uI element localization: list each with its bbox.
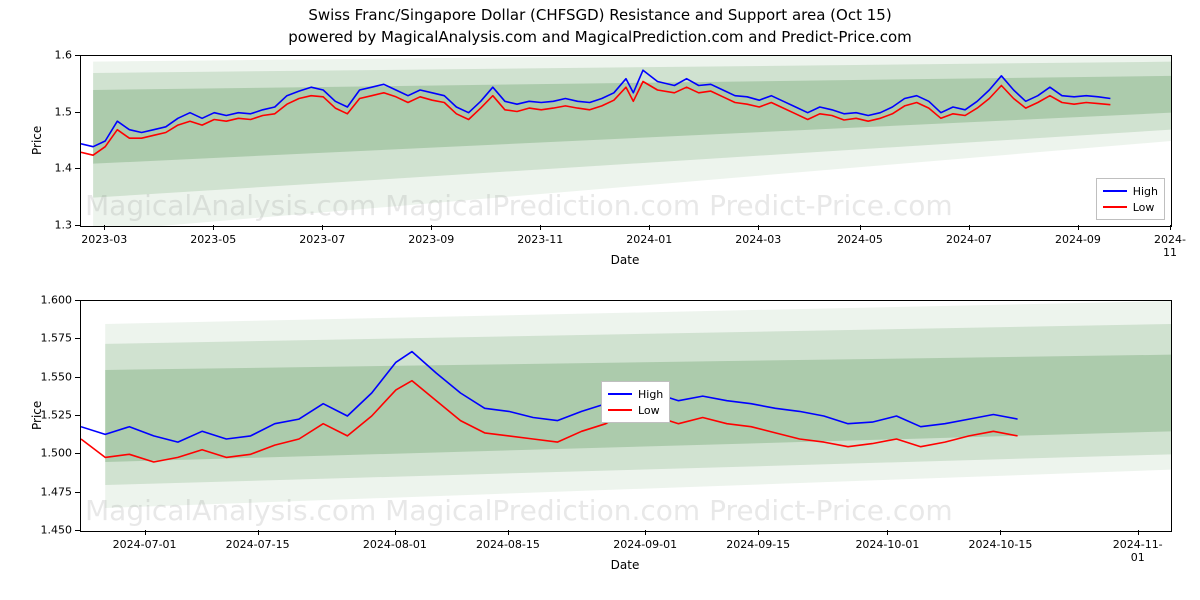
xtick [431, 225, 432, 230]
ytick [75, 338, 80, 339]
xtick-label: 2024-05 [837, 233, 883, 246]
legend-label-low: Low [1133, 201, 1155, 214]
xtick [758, 530, 759, 535]
ytick-label: 1.450 [32, 524, 72, 537]
xtick [1138, 530, 1139, 535]
legend-item-low: Low [608, 402, 663, 418]
legend-label-high: High [638, 388, 663, 401]
ytick [75, 530, 80, 531]
xtick-label: 2024-09-01 [613, 538, 677, 551]
xtick [758, 225, 759, 230]
xtick [645, 530, 646, 535]
ytick-label: 1.525 [32, 409, 72, 422]
chart-2-legend: High Low [601, 381, 670, 423]
xtick-label: 2024-10-01 [855, 538, 919, 551]
legend-swatch-low [1103, 206, 1127, 208]
xtick [649, 225, 650, 230]
xtick-label: 2024-09-15 [726, 538, 790, 551]
xtick-label: 2023-03 [81, 233, 127, 246]
xtick-label: 2024-10-15 [968, 538, 1032, 551]
ytick-label: 1.550 [32, 370, 72, 383]
legend-item-high: High [608, 386, 663, 402]
xtick-label: 2023-09 [408, 233, 454, 246]
legend-label-high: High [1133, 185, 1158, 198]
ytick-label: 1.3 [32, 219, 72, 232]
ytick-label: 1.5 [32, 105, 72, 118]
xtick [322, 225, 323, 230]
ytick-label: 1.500 [32, 447, 72, 460]
xtick [508, 530, 509, 535]
xtick [1000, 530, 1001, 535]
legend-swatch-high [608, 393, 632, 395]
chart-1-ylabel: Price [30, 126, 44, 155]
xtick [969, 225, 970, 230]
xtick-label: 2024-01 [626, 233, 672, 246]
chart-2-frame: MagicalAnalysis.com MagicalPrediction.co… [80, 300, 1172, 532]
xtick-label: 2024-03 [735, 233, 781, 246]
ytick [75, 112, 80, 113]
legend-swatch-high [1103, 190, 1127, 192]
legend-item-low: Low [1103, 199, 1158, 215]
chart-title-main: Swiss Franc/Singapore Dollar (CHFSGD) Re… [0, 6, 1200, 24]
ytick-label: 1.6 [32, 49, 72, 62]
xtick-label: 2023-07 [299, 233, 345, 246]
ytick [75, 377, 80, 378]
xtick [860, 225, 861, 230]
chart-1-xlabel: Date [80, 253, 1170, 267]
ytick-label: 1.475 [32, 485, 72, 498]
xtick [395, 530, 396, 535]
ytick-label: 1.600 [32, 294, 72, 307]
xtick-label: 2024-07-01 [113, 538, 177, 551]
xtick-label: 2024-11-01 [1107, 538, 1169, 564]
xtick-label: 2023-11 [517, 233, 563, 246]
xtick [104, 225, 105, 230]
chart-1-frame: MagicalAnalysis.com MagicalPrediction.co… [80, 55, 1172, 227]
xtick [1170, 225, 1171, 230]
xtick-label: 2024-07 [946, 233, 992, 246]
ytick [75, 168, 80, 169]
legend-item-high: High [1103, 183, 1158, 199]
ytick [75, 453, 80, 454]
xtick [213, 225, 214, 230]
xtick-label: 2024-08-15 [476, 538, 540, 551]
ytick [75, 415, 80, 416]
xtick-label: 2024-11 [1154, 233, 1186, 259]
xtick [1078, 225, 1079, 230]
xtick-label: 2024-08-01 [363, 538, 427, 551]
chart-1-legend: High Low [1096, 178, 1165, 220]
xtick-label: 2024-07-15 [226, 538, 290, 551]
xtick [145, 530, 146, 535]
chart-2-xlabel: Date [80, 558, 1170, 572]
legend-label-low: Low [638, 404, 660, 417]
legend-swatch-low [608, 409, 632, 411]
xtick-label: 2023-05 [190, 233, 236, 246]
ytick [75, 55, 80, 56]
chart-title-sub: powered by MagicalAnalysis.com and Magic… [0, 28, 1200, 46]
ytick-label: 1.575 [32, 332, 72, 345]
xtick-label: 2024-09 [1055, 233, 1101, 246]
ytick [75, 492, 80, 493]
xtick [258, 530, 259, 535]
ytick [75, 300, 80, 301]
ytick [75, 225, 80, 226]
chart-1-plot [81, 56, 1171, 226]
xtick [887, 530, 888, 535]
ytick-label: 1.4 [32, 162, 72, 175]
xtick [540, 225, 541, 230]
